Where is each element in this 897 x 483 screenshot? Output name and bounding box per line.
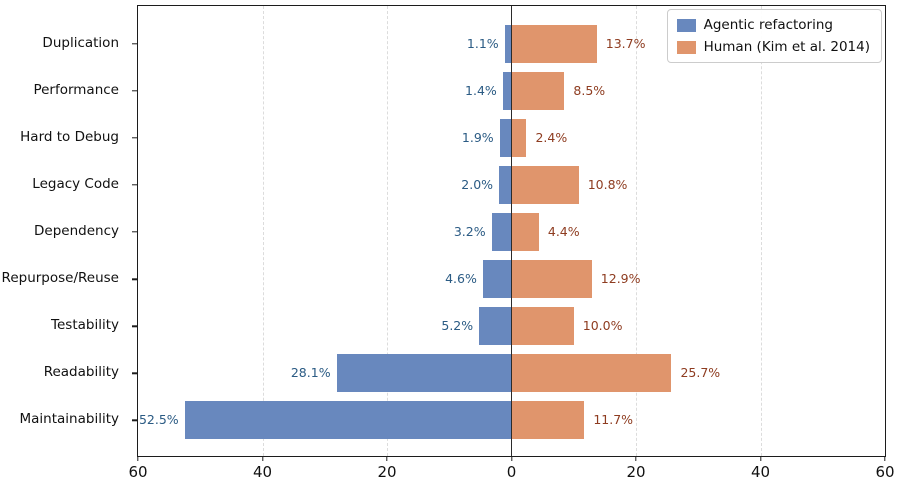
x-tick-label: 40 — [750, 463, 771, 481]
human-value-label: 13.7% — [605, 35, 646, 51]
agentic-bar — [491, 213, 512, 251]
x-tick-mark — [137, 456, 139, 461]
x-tick-mark — [759, 456, 762, 461]
x-tick-mark — [261, 456, 264, 461]
x-tick-label: 60 — [875, 463, 895, 481]
category-label: Readability — [43, 364, 119, 381]
agentic-value-label: 5.2% — [441, 317, 474, 333]
category-label: Maintainability — [19, 411, 119, 428]
human-value-label: 10.8% — [587, 176, 628, 192]
human-bar — [511, 118, 527, 157]
agentic-bar — [504, 24, 512, 63]
y-tick-mark — [132, 137, 137, 139]
y-tick-mark — [132, 325, 137, 327]
human-bar — [511, 213, 539, 251]
human-value-label: 10.0% — [582, 317, 623, 333]
category-label: Legacy Code — [32, 175, 119, 192]
y-tick-mark — [132, 278, 137, 280]
agentic-value-label: 3.2% — [453, 223, 486, 239]
human-value-label: 12.9% — [600, 270, 641, 286]
agentic-bar — [479, 307, 512, 346]
y-tick-mark — [132, 42, 137, 45]
x-tick-label: 60 — [128, 463, 148, 481]
agentic-value-label: 2.0% — [461, 176, 494, 192]
category-label: Hard to Debug — [20, 128, 119, 145]
human-bar — [511, 307, 574, 346]
category-label: Repurpose/Reuse — [1, 270, 119, 287]
agentic-value-label: 1.1% — [466, 35, 499, 51]
gridline — [387, 6, 388, 456]
agentic-value-label: 52.5% — [138, 412, 179, 428]
gridline — [636, 6, 637, 456]
agentic-bar — [336, 354, 512, 393]
x-tick-mark — [635, 456, 637, 461]
agentic-bar — [499, 165, 512, 204]
gridline — [262, 6, 264, 456]
legend-item-human: Human (Kim et al. 2014) — [676, 39, 870, 55]
legend-swatch-agentic — [676, 18, 696, 32]
human-bar — [511, 401, 585, 440]
category-label: Testability — [51, 317, 119, 334]
agentic-bar — [502, 71, 512, 110]
legend-swatch-human — [676, 40, 696, 54]
human-bar — [511, 71, 565, 110]
plot-area: 1.1% 13.7% 1.4% 8.5% 1.9% 2.4% 2.0% 10.8% 3.2% 4.… — [128, 5, 895, 481]
human-value-label: 2.4% — [535, 129, 568, 145]
human-value-label: 4.4% — [547, 223, 580, 239]
x-tick-mark — [884, 456, 886, 461]
x-tick-label: 0 — [506, 463, 517, 481]
legend: Agentic refactoring Human (Kim et al. 20… — [666, 9, 882, 63]
human-bar — [511, 260, 592, 299]
agentic-value-label: 4.6% — [445, 270, 477, 286]
x-tick-mark — [386, 456, 388, 461]
human-bar — [511, 354, 672, 393]
agentic-value-label: 28.1% — [290, 365, 331, 381]
legend-label-human: Human (Kim et al. 2014) — [703, 39, 870, 55]
y-tick-mark — [132, 89, 137, 92]
category-label: Performance — [33, 81, 119, 98]
legend-label-agentic: Agentic refactoring — [703, 17, 833, 33]
human-bar — [511, 165, 579, 204]
human-value-label: 11.7% — [593, 412, 634, 428]
x-tick-label: 40 — [252, 463, 273, 481]
agentic-bar — [184, 401, 512, 440]
category-label: Dependency — [34, 223, 119, 239]
agentic-bar — [499, 118, 512, 157]
y-tick-mark — [132, 231, 137, 233]
x-tick-label: 20 — [377, 463, 397, 481]
zero-axis-line — [510, 6, 513, 456]
x-tick-label: 20 — [626, 463, 646, 481]
agentic-value-label: 1.4% — [465, 82, 497, 98]
human-value-label: 25.7% — [680, 365, 721, 381]
category-label: Duplication — [42, 34, 119, 51]
y-tick-mark — [132, 184, 137, 186]
human-bar — [511, 24, 597, 63]
human-value-label: 8.5% — [573, 82, 606, 98]
y-tick-mark — [132, 372, 137, 375]
legend-item-agentic: Agentic refactoring — [676, 17, 870, 33]
gridline — [760, 6, 762, 456]
agentic-value-label: 1.9% — [461, 129, 494, 145]
x-tick-mark — [510, 456, 513, 461]
category-labels: Duplication Performance Hard to Debug Legac… — [0, 5, 129, 457]
y-tick-mark — [132, 419, 137, 422]
agentic-bar — [482, 260, 512, 299]
